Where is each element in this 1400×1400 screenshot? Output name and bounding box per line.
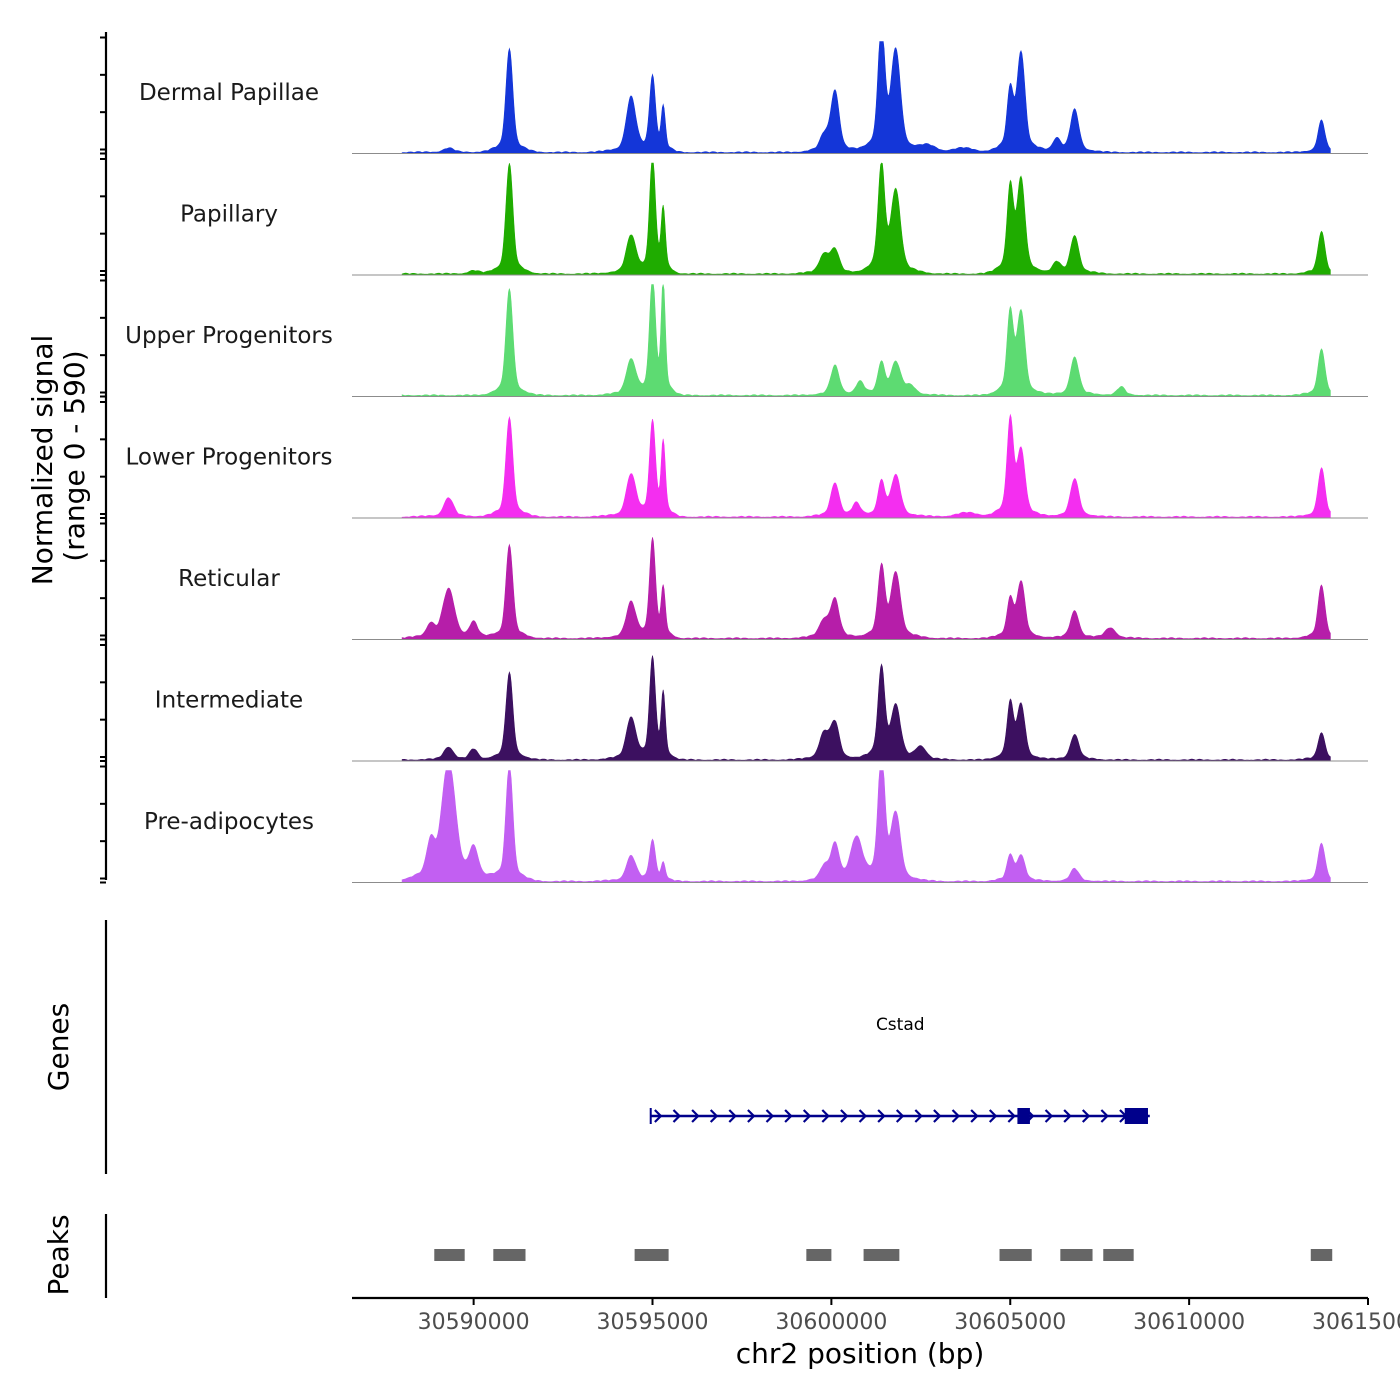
strand-arrow xyxy=(765,1109,775,1123)
peak-track xyxy=(434,1249,1333,1261)
signal-y-axis-title: Normalized signal xyxy=(26,335,59,586)
strand-arrow xyxy=(728,1109,737,1123)
track-lower-progenitors: Lower Progenitors xyxy=(126,413,1368,519)
track-intermediate: Intermediate xyxy=(155,655,1368,762)
strand-arrow xyxy=(858,1109,868,1123)
x-axis-ticks: 30590000 30595000 30600000 30605000 30610000… xyxy=(418,1298,1400,1335)
strand-arrow xyxy=(840,1109,849,1123)
x-tick-label: 30595000 xyxy=(597,1310,709,1335)
track-label: Dermal Papillae xyxy=(139,80,319,106)
gene-name-label: Cstad xyxy=(876,1015,925,1035)
track-papillary: Papillary xyxy=(180,162,1368,276)
strand-arrow xyxy=(914,1109,923,1123)
strand-arrow xyxy=(821,1109,830,1123)
x-tick-label: 30610000 xyxy=(1133,1310,1245,1335)
x-tick-label: 30615000 xyxy=(1312,1310,1400,1335)
strand-arrow xyxy=(672,1109,682,1123)
strand-arrow xyxy=(1063,1109,1072,1123)
strand-arrow xyxy=(1007,1109,1016,1123)
peak-rect xyxy=(806,1249,832,1261)
strand-arrow xyxy=(877,1109,886,1123)
strand-arrow xyxy=(933,1109,942,1123)
gene-track: Cstad xyxy=(649,1015,1150,1124)
coverage-tracks: Dermal Papillae Papillary Upper Progenitor… xyxy=(125,41,1368,883)
strand-arrow xyxy=(1044,1109,1054,1123)
peak-rect xyxy=(863,1249,900,1261)
peak-rect xyxy=(493,1249,526,1261)
strand-arrow xyxy=(747,1109,756,1123)
x-axis-title: chr2 position (bp) xyxy=(736,1337,985,1370)
track-label: Upper Progenitors xyxy=(125,323,333,349)
strand-arrow xyxy=(988,1109,998,1123)
x-tick-label: 30600000 xyxy=(775,1310,887,1335)
signal-y-axis-ticks xyxy=(100,36,106,884)
strand-arrow xyxy=(951,1109,961,1123)
track-label: Intermediate xyxy=(155,688,303,714)
track-upper-progenitors: Upper Progenitors xyxy=(125,284,1368,397)
peak-rect xyxy=(1310,1249,1333,1261)
peak-rect xyxy=(1060,1249,1093,1261)
coverage-area xyxy=(401,162,1331,276)
peak-rect xyxy=(999,1249,1032,1261)
strand-arrow xyxy=(654,1109,663,1123)
coverage-area xyxy=(401,41,1331,154)
track-reticular: Reticular xyxy=(178,537,1368,640)
track-label: Papillary xyxy=(180,202,278,228)
track-label: Pre-adipocytes xyxy=(144,809,314,835)
track-label: Reticular xyxy=(178,566,280,592)
strand-arrow xyxy=(1081,1109,1091,1123)
track-label: Lower Progenitors xyxy=(126,445,333,471)
genes-axis-title: Genes xyxy=(42,1003,75,1091)
coverage-area xyxy=(401,537,1331,640)
track-pre-adipocytes: Pre-adipocytes xyxy=(144,770,1368,883)
peak-rect xyxy=(634,1249,669,1261)
signal-y-axis-subtitle: (range 0 - 590) xyxy=(58,350,91,561)
coverage-area xyxy=(401,413,1331,519)
strand-arrow xyxy=(895,1109,905,1123)
strand-arrow xyxy=(709,1109,719,1123)
x-tick-label: 30590000 xyxy=(418,1310,530,1335)
strand-arrow xyxy=(691,1109,700,1123)
exon xyxy=(1124,1108,1148,1124)
strand-arrow xyxy=(802,1109,812,1123)
peak-rect xyxy=(1103,1249,1134,1261)
exon xyxy=(1017,1108,1030,1124)
coverage-area xyxy=(401,770,1331,883)
strand-arrow xyxy=(1100,1109,1109,1123)
strand-arrow xyxy=(784,1109,793,1123)
coverage-area xyxy=(401,655,1331,762)
peaks-axis-title: Peaks xyxy=(42,1214,75,1295)
peak-rect xyxy=(434,1249,465,1261)
x-tick-label: 30605000 xyxy=(954,1310,1066,1335)
coverage-area xyxy=(401,284,1331,397)
track-dermal-papillae: Dermal Papillae xyxy=(139,41,1368,154)
strand-arrow xyxy=(970,1109,979,1123)
